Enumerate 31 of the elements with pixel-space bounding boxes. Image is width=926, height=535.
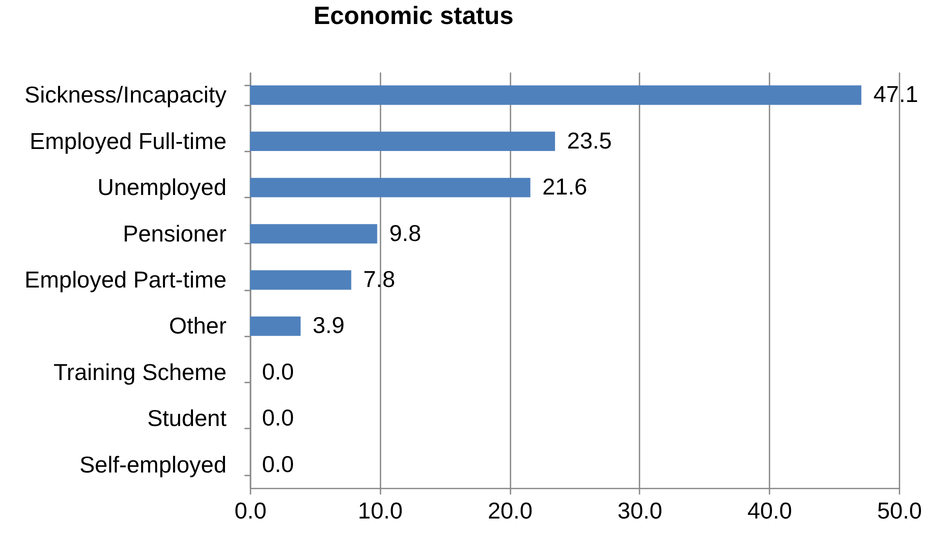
data-label: 9.8 (389, 220, 422, 246)
x-tick-label: 50.0 (877, 498, 922, 524)
x-tick-label: 0.0 (234, 498, 266, 524)
y-tick-label: Pensioner (122, 220, 227, 246)
bar (250, 316, 301, 336)
x-tick-label: 40.0 (747, 498, 792, 524)
bar (250, 178, 530, 198)
data-label: 0.0 (262, 450, 294, 477)
data-label: 0.0 (262, 358, 294, 384)
y-tick-label: Employed Part-time (24, 266, 226, 292)
y-tick-label: Unemployed (97, 174, 226, 200)
y-tick-label: Student (147, 405, 228, 432)
data-label: 7.8 (363, 266, 396, 292)
bar (250, 132, 556, 152)
x-tick-label: 20.0 (488, 498, 532, 524)
y-tick-label: Sickness/Incapacity (24, 82, 227, 108)
bar (250, 85, 862, 105)
x-tick-label: 10.0 (358, 498, 403, 524)
data-label: 0.0 (262, 404, 294, 431)
y-tick-label: Other (168, 312, 227, 339)
y-tick-label: Self-employed (79, 451, 226, 478)
data-label: 3.9 (312, 312, 345, 338)
chart-title: Economic status (313, 2, 514, 30)
y-tick-label: Training Scheme (53, 358, 226, 385)
y-tick-label: Employed Full-time (30, 128, 226, 154)
data-label: 47.1 (873, 81, 918, 108)
x-tick-label: 30.0 (618, 498, 662, 524)
data-label: 23.5 (567, 127, 612, 154)
bar (250, 270, 352, 290)
bar (250, 224, 378, 244)
data-label: 21.6 (542, 174, 588, 200)
